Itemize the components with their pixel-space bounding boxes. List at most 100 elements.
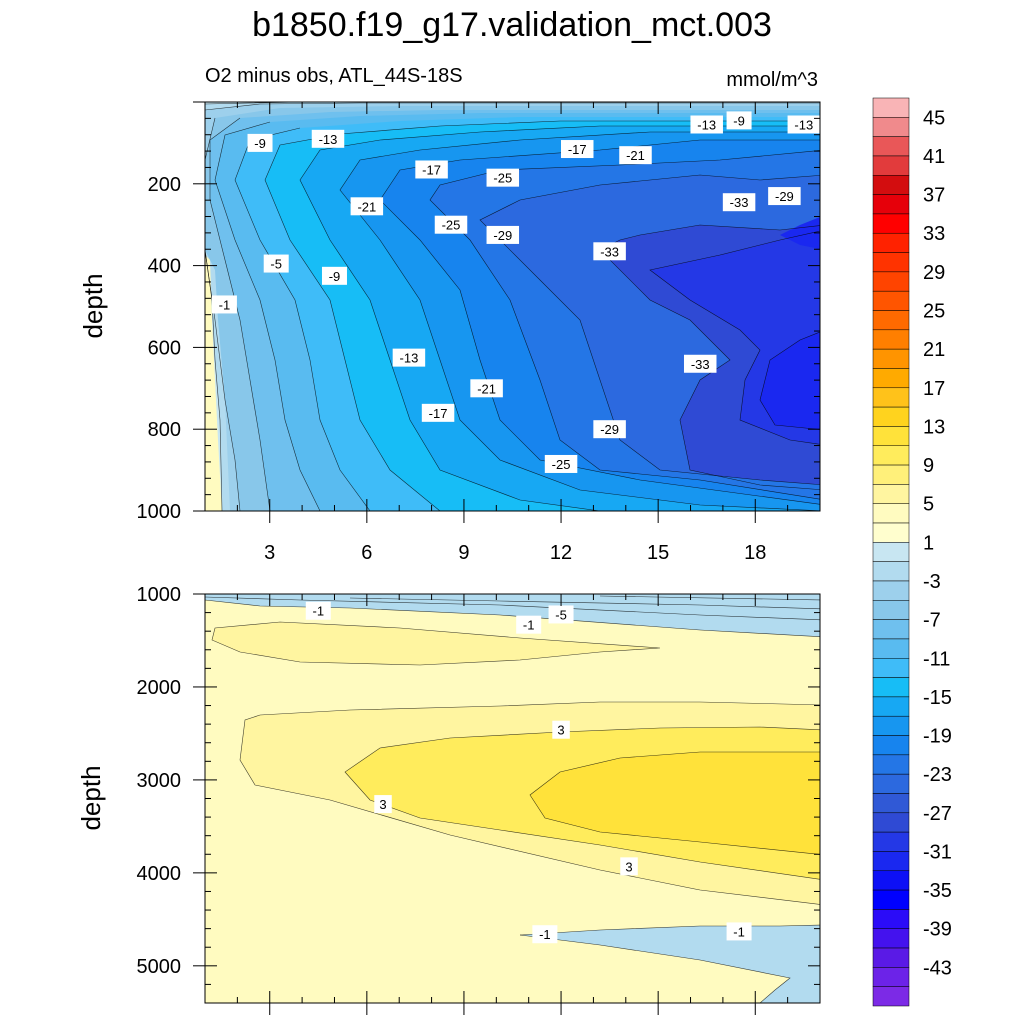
contour-label-text: -1 <box>733 924 745 939</box>
colorbar-swatch <box>872 426 910 446</box>
contour-label-text: -13 <box>697 117 716 132</box>
colorbar-swatch <box>872 986 910 1007</box>
colorbar-swatch <box>872 619 910 640</box>
contour-label: -13 <box>787 115 821 134</box>
contour-label: -1 <box>516 615 542 634</box>
contour-label-text: -1 <box>539 927 551 942</box>
contour-label-bg <box>392 348 426 367</box>
colorbar-swatch <box>872 117 910 137</box>
contour-label-bg <box>768 187 801 206</box>
y-tick-label: 2000 <box>137 677 182 699</box>
lower-contour-labels: -1 -1 -5 3 3 3 -1 -1 <box>305 601 752 944</box>
units-label: mmol/m^3 <box>726 69 818 91</box>
x-tick-label: 15 <box>647 542 669 564</box>
colorbar-swatch <box>872 271 910 292</box>
colorbar-swatch <box>872 947 910 968</box>
colorbar-label: -31 <box>923 841 952 863</box>
colorbar-label: 1 <box>923 532 934 554</box>
fill-layer <box>780 217 820 249</box>
colorbar-label: 5 <box>923 494 934 516</box>
colorbar-swatch <box>872 870 910 891</box>
contour-label: -5 <box>548 605 574 624</box>
contour-label: -25 <box>486 168 520 187</box>
colorbar-swatch <box>872 928 910 949</box>
y-tick-label: 4000 <box>137 863 182 885</box>
colorbar-label: 17 <box>923 378 945 400</box>
x-tick-label: 9 <box>458 542 469 564</box>
contour-label-text: -33 <box>600 244 619 259</box>
y-tick-label: 1000 <box>137 501 182 523</box>
contour-label-bg <box>683 354 717 373</box>
colorbar-swatch <box>872 252 910 273</box>
contour-label: -17 <box>421 403 455 422</box>
y-tick-label: 600 <box>148 337 181 359</box>
contour-label: -9 <box>321 266 347 285</box>
colorbar-swatch <box>872 445 910 466</box>
colorbar-label: 41 <box>923 146 945 168</box>
contour-label-bg <box>311 129 345 148</box>
colorbar-label: 21 <box>923 339 945 361</box>
contour-label-text: -5 <box>555 607 567 622</box>
lower-y-axis-label: depth <box>76 765 106 830</box>
contour-label: -21 <box>470 379 503 398</box>
contour-label: -13 <box>311 129 345 148</box>
contour-label-bg <box>620 857 638 876</box>
upper-y-axis-label: depth <box>78 273 108 338</box>
colorbar-label: -23 <box>923 764 952 786</box>
lower-x-ticks <box>236 594 821 1015</box>
colorbar-swatch <box>872 542 910 562</box>
colorbar-swatch <box>872 638 910 659</box>
x-tick-label: 12 <box>550 542 572 564</box>
colorbar-label: -15 <box>923 687 952 709</box>
colorbar-label: 33 <box>923 223 945 245</box>
colorbar-swatch <box>872 773 910 794</box>
upper-plot-frame <box>204 101 821 512</box>
upper-contour-lines <box>205 102 820 511</box>
colorbar-label: -11 <box>923 648 950 670</box>
colorbar-swatch <box>872 658 910 678</box>
contour-label-bg <box>247 133 273 152</box>
contour-label-bg <box>787 115 821 134</box>
y-tick-label: 400 <box>148 256 181 278</box>
contour-label: -25 <box>544 454 578 473</box>
colorbar-swatch <box>872 715 910 736</box>
contour-label-text: -25 <box>442 218 461 233</box>
x-tick-label: 6 <box>361 542 372 564</box>
colorbar-label: 37 <box>923 185 945 207</box>
colorbar-swatch <box>872 136 910 157</box>
colorbar-swatch <box>872 310 910 331</box>
x-tick-label: 18 <box>744 542 766 564</box>
colorbar-swatch <box>872 387 910 408</box>
contour-label-text: -1 <box>523 618 535 633</box>
contour-label: -33 <box>722 193 756 212</box>
contour-label-text: -17 <box>429 406 448 421</box>
colorbar-swatch <box>872 232 910 253</box>
colorbar-label: -27 <box>923 803 952 825</box>
upper-panel: -9 -13-17-21-25-17 -21-13 -9 -13-33 -29-25-29… <box>78 101 821 564</box>
colorbar-swatch <box>872 175 910 195</box>
contour-label-text: -33 <box>691 357 710 372</box>
lower-panel: -1 -1 -5 3 3 3 -1 -1 1000 2000 3000 4000 5000 depth <box>76 584 821 1015</box>
contour-label-text: -9 <box>733 113 745 128</box>
contour-label: -13 <box>690 115 723 134</box>
contour-label-bg <box>726 111 752 130</box>
lower-contour-lines <box>205 595 820 1003</box>
contour-label-text: 3 <box>379 797 386 812</box>
contour-label-text: -21 <box>357 199 376 214</box>
fill-layer <box>520 925 820 1003</box>
colorbar-swatch <box>872 503 910 524</box>
y-tick-label: 5000 <box>137 956 182 978</box>
colorbar-swatch <box>872 194 910 215</box>
contour-label: -29 <box>768 187 801 206</box>
colorbar-swatch <box>872 329 910 350</box>
colorbar-swatch <box>872 522 910 543</box>
contour-label-bg <box>619 146 652 165</box>
fill-layer <box>205 594 820 637</box>
contour-label-text: -29 <box>600 422 619 437</box>
contour-label-bg <box>350 197 384 216</box>
colorbar-label: -43 <box>923 957 952 979</box>
colorbar-labels: 45 41 37 33 29 25 21 17 13 9 5 1 -3 -7 -11 -15 -19 -23 -27… <box>923 107 952 979</box>
colorbar-swatch <box>872 213 910 234</box>
contour-label-text: -9 <box>254 136 266 151</box>
colorbar-swatch <box>872 735 910 756</box>
